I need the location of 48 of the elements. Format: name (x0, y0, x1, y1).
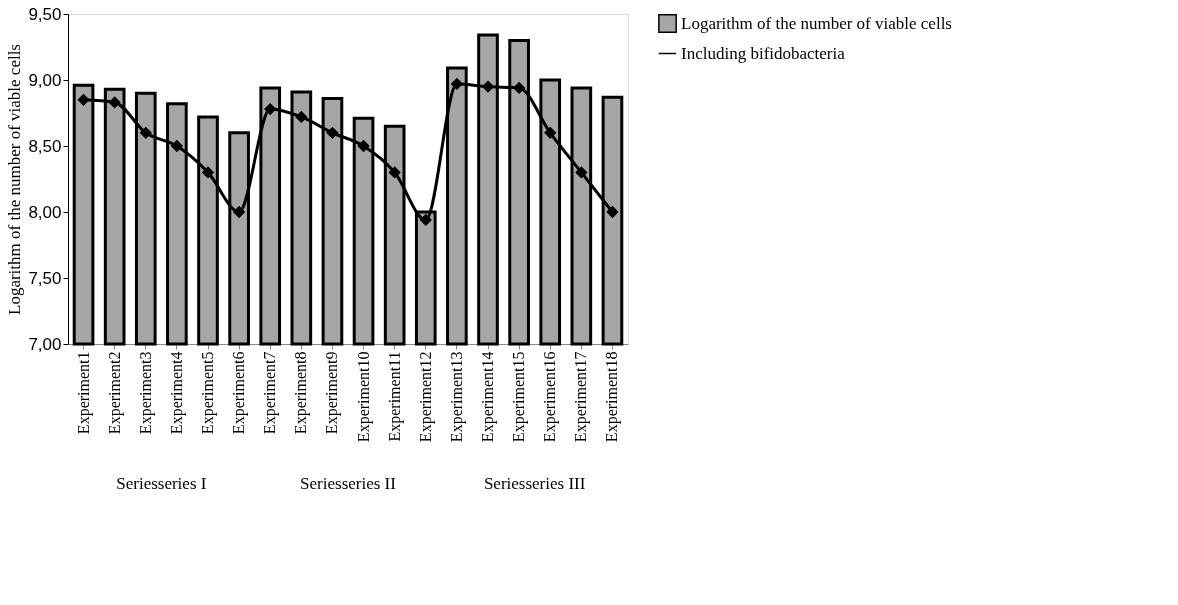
y-tick-label: 9,00 (28, 70, 62, 90)
x-tick-label: Experiment14 (479, 351, 497, 443)
legend-label: Logarithm of the number of viable cells (681, 13, 952, 33)
point (544, 127, 556, 139)
point (420, 214, 432, 226)
x-tick-label: Experiment11 (385, 351, 404, 442)
point (171, 140, 183, 152)
text: Seriesseries II (300, 474, 397, 493)
x-tick-label: Experiment13 (447, 351, 466, 443)
point (388, 166, 401, 179)
y-tick-label: 8,50 (28, 136, 62, 156)
y-tick-label: 7,50 (28, 268, 62, 288)
x-tick-label: Experiment8 (292, 351, 311, 435)
point (575, 166, 588, 179)
point (233, 206, 245, 218)
point (295, 111, 308, 123)
x-tick-label: Experiment18 (603, 351, 622, 443)
x-tick-label: Experiment3 (136, 351, 155, 435)
x-tick-label: Experiment16 (541, 351, 560, 443)
text: Seriesseries I (116, 474, 207, 493)
x-tick-label: Experiment12 (416, 351, 435, 443)
point (482, 80, 494, 93)
legend-label: Including bifidobacteria (681, 43, 846, 63)
y-tick-label: 7,00 (28, 334, 62, 354)
x-tick-label: Experiment6 (230, 351, 249, 435)
point (326, 127, 339, 139)
point (451, 78, 463, 90)
x-tick-label: Experiment9 (323, 351, 342, 435)
y-tick-label: 9,50 (28, 4, 62, 24)
x-tick-label: Experiment2 (105, 351, 124, 435)
x-tick-label: Experiment4 (167, 351, 186, 435)
point (77, 94, 90, 106)
point (202, 166, 214, 179)
y-axis-title: Logarithm of the number of viable cells (5, 44, 25, 315)
text: Seriesseries III (483, 474, 586, 493)
point (513, 82, 525, 94)
x-tick-label: Experiment15 (510, 351, 529, 443)
x-tick-label: Experiment5 (199, 351, 217, 435)
x-tick-label: Experiment17 (572, 351, 591, 443)
x-tick-label: Experiment10 (354, 351, 373, 443)
x-tick-label: Experiment1 (74, 351, 93, 435)
x-tick-label: Experiment7 (261, 351, 280, 435)
y-tick-label: 8,00 (28, 202, 62, 222)
point (108, 96, 121, 109)
point (606, 206, 619, 218)
point (264, 103, 276, 115)
point (357, 140, 370, 152)
point (140, 127, 152, 139)
